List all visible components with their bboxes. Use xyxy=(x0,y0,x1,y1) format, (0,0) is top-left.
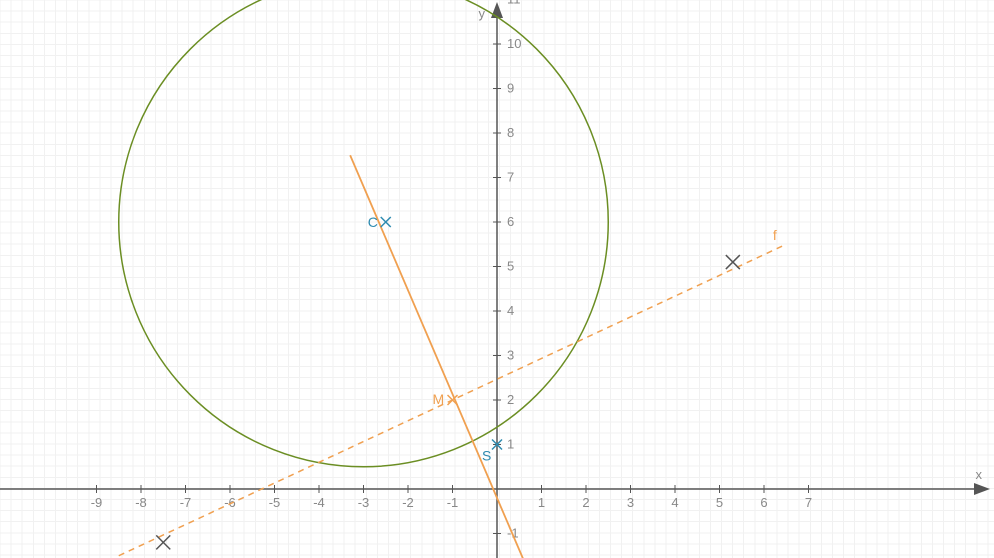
x-tick-label: -4 xyxy=(313,495,325,510)
x-tick-label: -5 xyxy=(269,495,281,510)
point-label-C: C xyxy=(368,214,378,230)
x-tick-label: -7 xyxy=(180,495,192,510)
x-tick-label: -9 xyxy=(91,495,103,510)
x-tick-label: 7 xyxy=(805,495,812,510)
x-tick-label: 6 xyxy=(760,495,767,510)
x-tick-label: -3 xyxy=(358,495,370,510)
y-tick-label: 6 xyxy=(507,214,514,229)
y-tick-label: 9 xyxy=(507,81,514,96)
x-tick-label: -1 xyxy=(447,495,459,510)
x-axis-label: x xyxy=(976,467,983,482)
y-tick-label: 4 xyxy=(507,303,514,318)
x-tick-label: 4 xyxy=(671,495,678,510)
x-tick-label: 2 xyxy=(582,495,589,510)
y-tick-label: 2 xyxy=(507,392,514,407)
x-tick-label: 3 xyxy=(627,495,634,510)
x-tick-label: -2 xyxy=(402,495,414,510)
point-label-M: M xyxy=(433,391,445,407)
point-label-S: S xyxy=(482,448,491,464)
y-tick-label: 5 xyxy=(507,259,514,274)
y-tick-label: 7 xyxy=(507,170,514,185)
y-tick-label: 1 xyxy=(507,437,514,452)
y-tick-label: 8 xyxy=(507,125,514,140)
y-tick-label: 11 xyxy=(507,0,521,7)
y-tick-label: 10 xyxy=(507,36,521,51)
x-tick-label: 1 xyxy=(538,495,545,510)
y-tick-label: 3 xyxy=(507,348,514,363)
x-tick-label: 5 xyxy=(716,495,723,510)
line-f-label: f xyxy=(773,227,777,243)
coordinate-plot: -9-8-7-6-5-4-3-2-11234567-3-2-1123456789… xyxy=(0,0,994,558)
x-tick-label: -8 xyxy=(135,495,147,510)
